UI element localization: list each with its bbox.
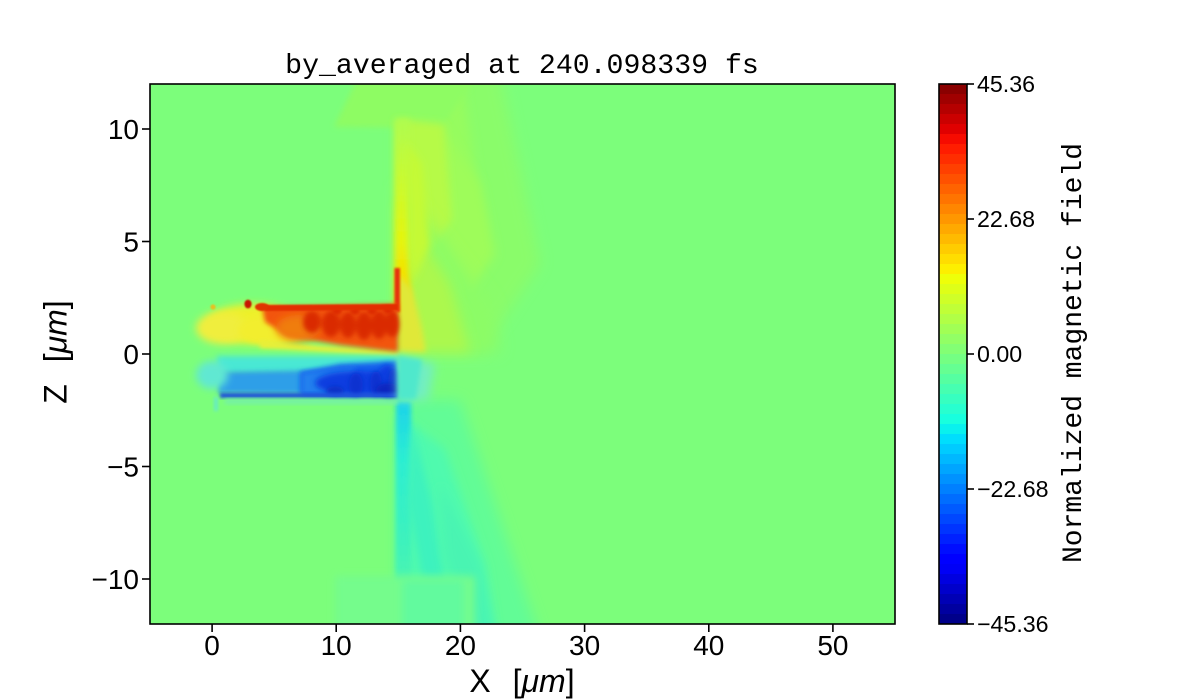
svg-text:30: 30 <box>569 630 600 661</box>
svg-text:10: 10 <box>108 114 139 145</box>
svg-text:10: 10 <box>321 630 352 661</box>
svg-text:20: 20 <box>445 630 476 661</box>
svg-text:Normalized magnetic field: Normalized magnetic field <box>1059 143 1090 563</box>
svg-text:5: 5 <box>123 227 139 258</box>
svg-text:−5: −5 <box>107 452 139 483</box>
svg-text:0.00: 0.00 <box>977 341 1022 367</box>
svg-text:22.68: 22.68 <box>977 206 1035 232</box>
svg-text:40: 40 <box>693 630 724 661</box>
svg-text:0: 0 <box>123 339 139 370</box>
svg-text:Z [μm]: Z [μm] <box>38 300 74 403</box>
svg-text:X [μm]: X [μm] <box>469 663 574 699</box>
svg-text:45.36: 45.36 <box>977 71 1035 97</box>
svg-text:50: 50 <box>817 630 848 661</box>
svg-text:−45.36: −45.36 <box>977 611 1049 637</box>
svg-text:by_averaged at 240.098339 fs: by_averaged at 240.098339 fs <box>285 51 759 82</box>
svg-text:−22.68: −22.68 <box>977 476 1049 502</box>
svg-text:0: 0 <box>204 630 220 661</box>
svg-text:−10: −10 <box>92 564 140 595</box>
